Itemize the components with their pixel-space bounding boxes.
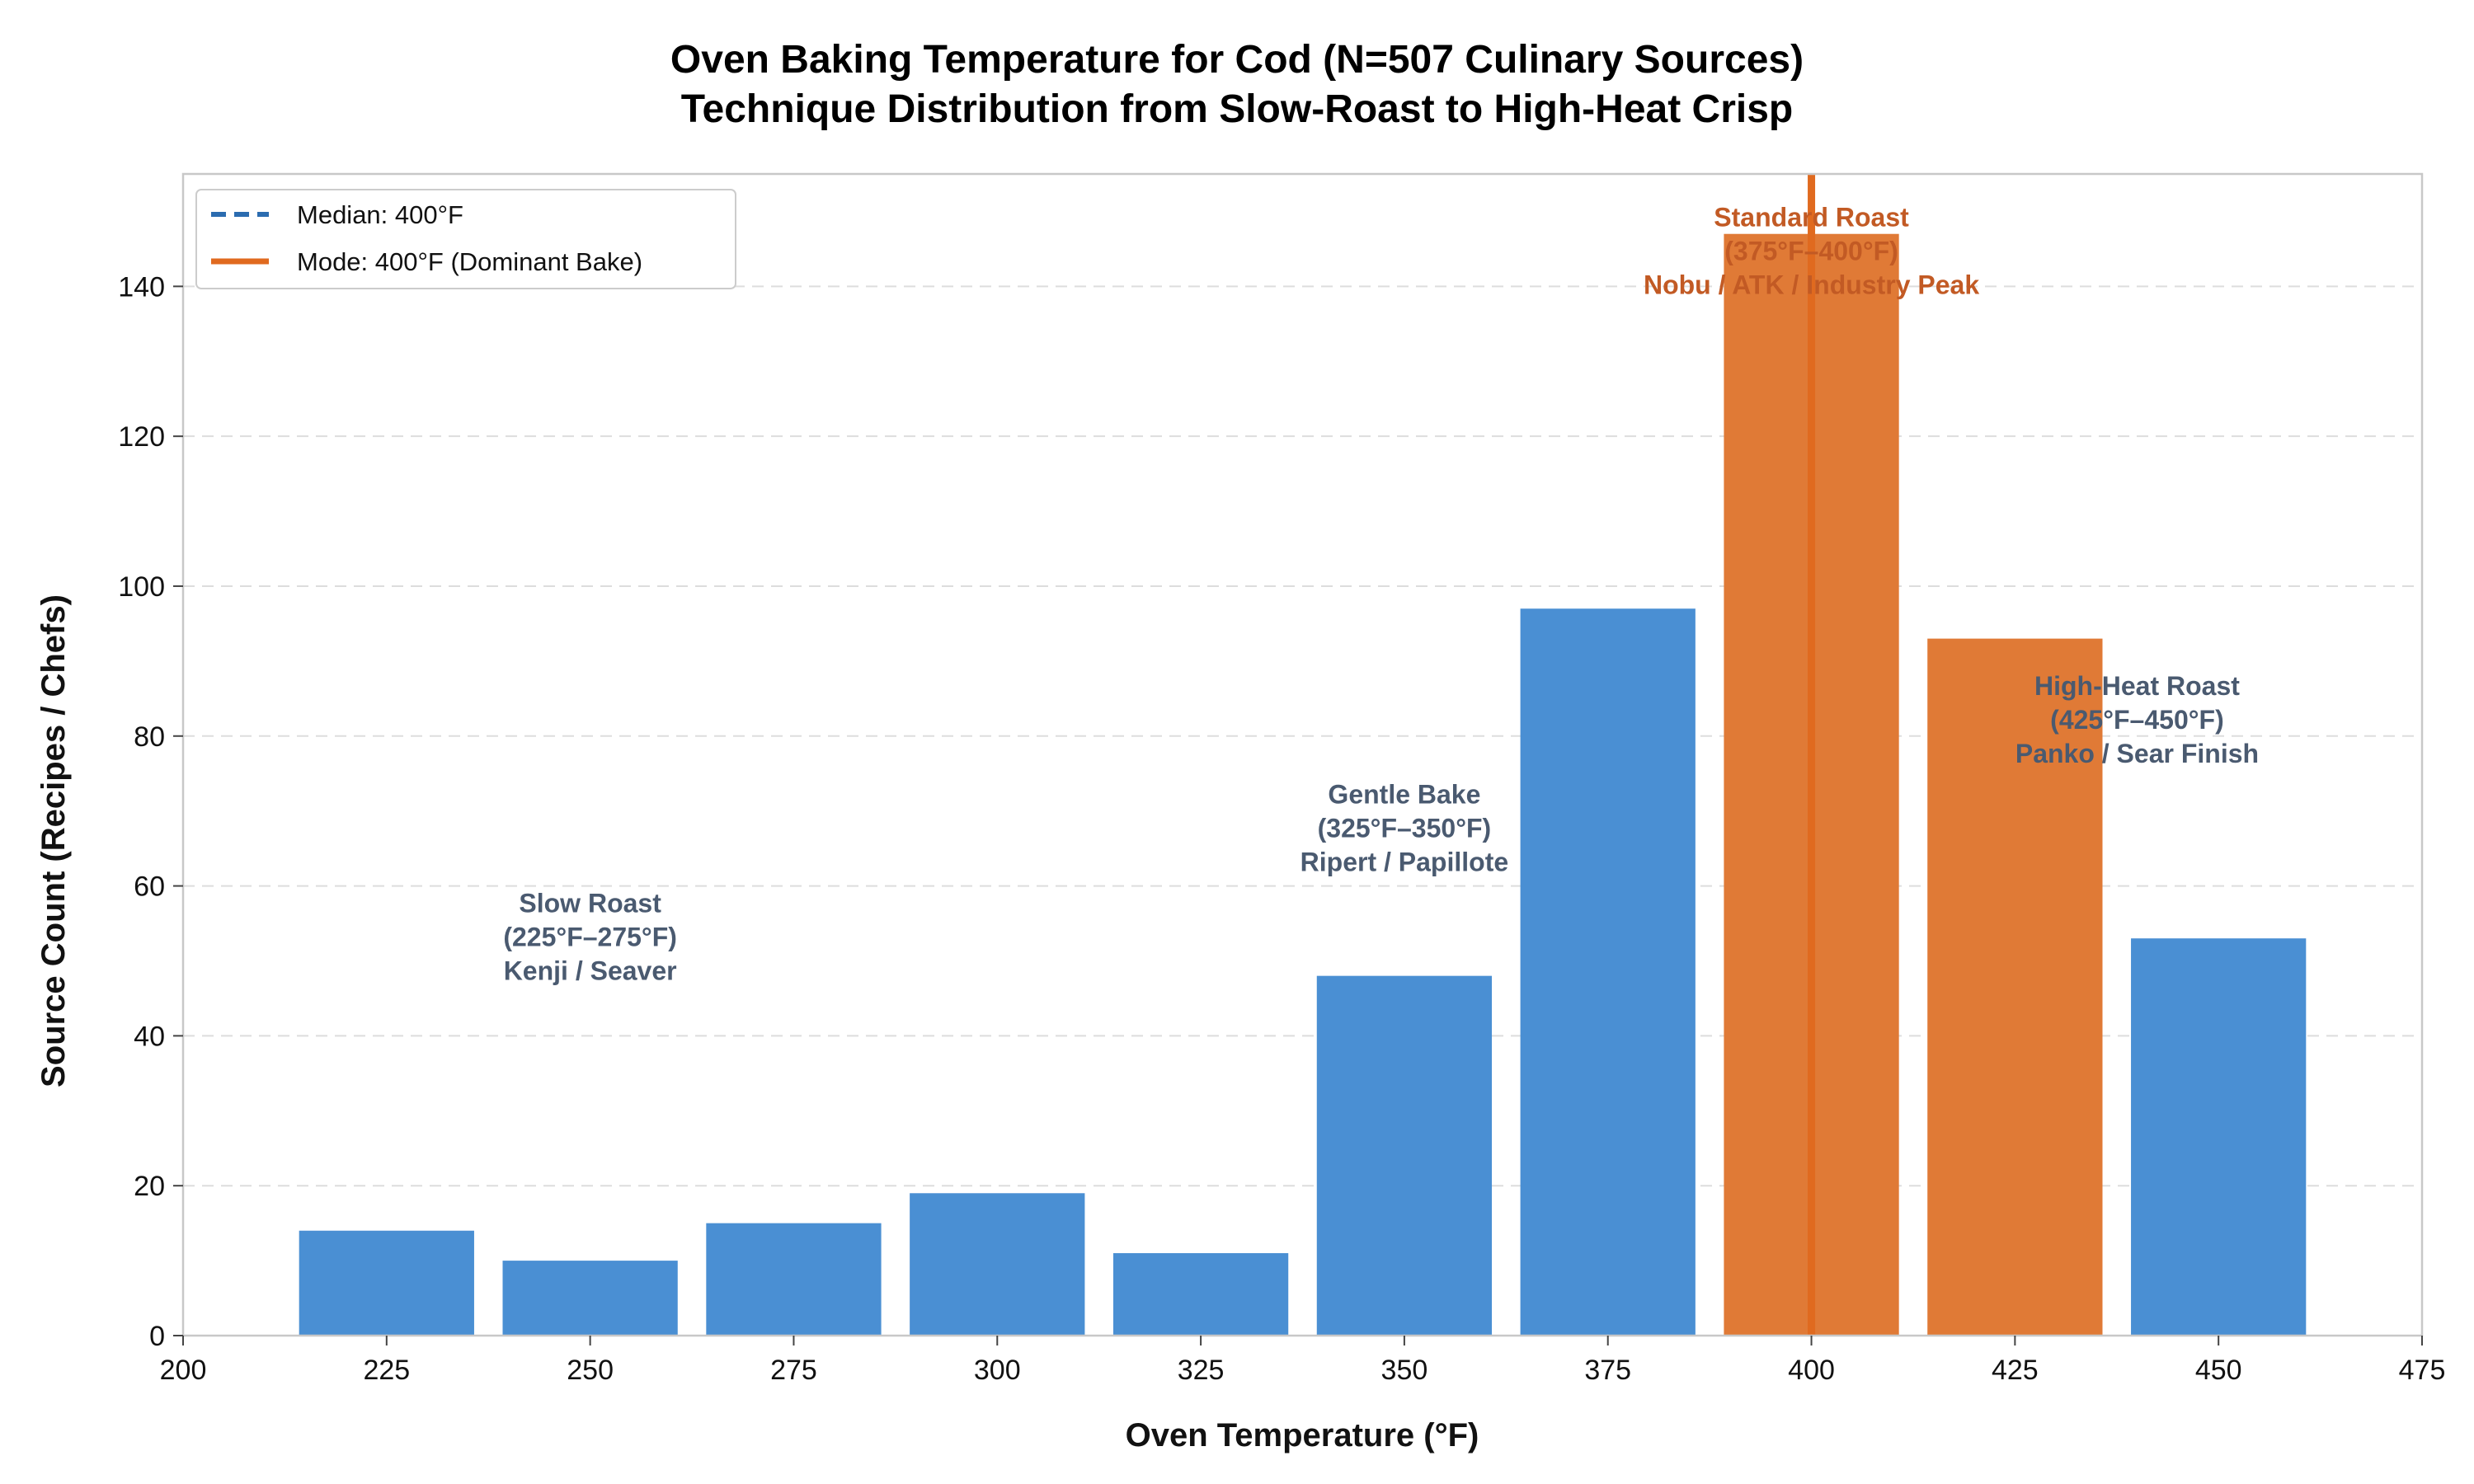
y-tick-label-60: 60 — [134, 871, 165, 903]
annotation-4: High-Heat Roast (425°F–450°F) Panko / Sear… — [2015, 671, 2259, 768]
y-tick-label-100: 100 — [118, 571, 165, 603]
annotation-2-line-1: Gentle Bake — [1328, 780, 1480, 810]
chart-title-line-2: Technique Distribution from Slow-Roast t… — [681, 87, 1793, 131]
annotation-3-line-3: Nobu / ATK / Industry Peak — [1644, 270, 1979, 300]
annotation-2-line-2: (325°F–350°F) — [1318, 814, 1492, 843]
y-tick-label-0: 0 — [149, 1321, 165, 1352]
x-tick-label-450: 450 — [2195, 1355, 2242, 1386]
bar-275 — [706, 1223, 882, 1336]
y-tick-label-40: 40 — [134, 1021, 165, 1052]
legend-box — [195, 189, 736, 289]
annotation-3-line-1: Standard Roast — [1714, 203, 1909, 232]
annotations: Slow Roast (225°F–275°F) Kenji / Seaver Gen… — [503, 203, 2259, 986]
annotation-3-line-2: (375°F–400°F) — [1724, 237, 1898, 266]
x-tick-label-400: 400 — [1788, 1355, 1835, 1386]
x-tick-label-275: 275 — [770, 1355, 817, 1386]
bar-350 — [1316, 975, 1493, 1336]
annotation-1: Slow Roast (225°F–275°F) Kenji / Seaver — [503, 888, 677, 985]
y-tick-label-120: 120 — [118, 421, 165, 453]
x-tick-label-350: 350 — [1381, 1355, 1428, 1386]
y-tick-label-140: 140 — [118, 271, 165, 303]
bar-425 — [1927, 638, 2103, 1336]
x-tick-label-375: 375 — [1584, 1355, 1631, 1386]
axes — [181, 172, 2424, 1337]
annotation-2: Gentle Bake (325°F–350°F) Ripert / Papillo… — [1300, 780, 1508, 877]
bar-450 — [2131, 938, 2307, 1336]
annotation-4-line-2: (425°F–450°F) — [2050, 705, 2224, 735]
annotation-1-line-1: Slow Roast — [519, 888, 661, 918]
x-tick-label-425: 425 — [1992, 1355, 2039, 1386]
annotation-1-line-2: (225°F–275°F) — [503, 922, 677, 951]
x-axis-label: Oven Temperature (°F) — [1126, 1417, 1479, 1453]
bar-300 — [910, 1193, 1085, 1336]
x-tick-label-225: 225 — [363, 1355, 410, 1386]
y-tick-label-20: 20 — [134, 1171, 165, 1202]
plot-frame — [181, 172, 2424, 1337]
x-tick-label-475: 475 — [2399, 1355, 2446, 1386]
x-tick-label-250: 250 — [567, 1355, 614, 1386]
y-axis-label: Source Count (Recipes / Chefs) — [35, 594, 72, 1087]
bar-225 — [299, 1230, 474, 1336]
bar-375 — [1520, 608, 1696, 1336]
chart-title-line-1: Oven Baking Temperature for Cod (N=507 C… — [670, 38, 1804, 82]
annotation-4-line-3: Panko / Sear Finish — [2015, 739, 2259, 768]
legend-mode-label: Mode: 400°F (Dominant Bake) — [297, 247, 642, 276]
bar-250 — [502, 1261, 678, 1336]
annotation-2-line-3: Ripert / Papillote — [1300, 848, 1508, 877]
bar-325 — [1112, 1253, 1289, 1336]
annotation-4-line-1: High-Heat Roast — [2034, 671, 2240, 701]
annotation-1-line-3: Kenji / Seaver — [504, 956, 677, 985]
x-tick-label-200: 200 — [160, 1355, 207, 1386]
bars-group — [299, 233, 2307, 1336]
tick-labels: 200 225 250 275 300 325 350 375 400 425 450 475 0 20 4… — [118, 271, 2445, 1386]
x-tick-label-325: 325 — [1178, 1355, 1225, 1386]
x-tick-label-300: 300 — [974, 1355, 1021, 1386]
annotation-3: Standard Roast (375°F–400°F) Nobu / ATK / … — [1644, 203, 1979, 300]
legend-median-label: Median: 400°F — [297, 200, 463, 229]
legend: Median: 400°F Mode: 400°F (Dominant Bake… — [195, 189, 736, 289]
y-tick-label-80: 80 — [134, 721, 165, 753]
